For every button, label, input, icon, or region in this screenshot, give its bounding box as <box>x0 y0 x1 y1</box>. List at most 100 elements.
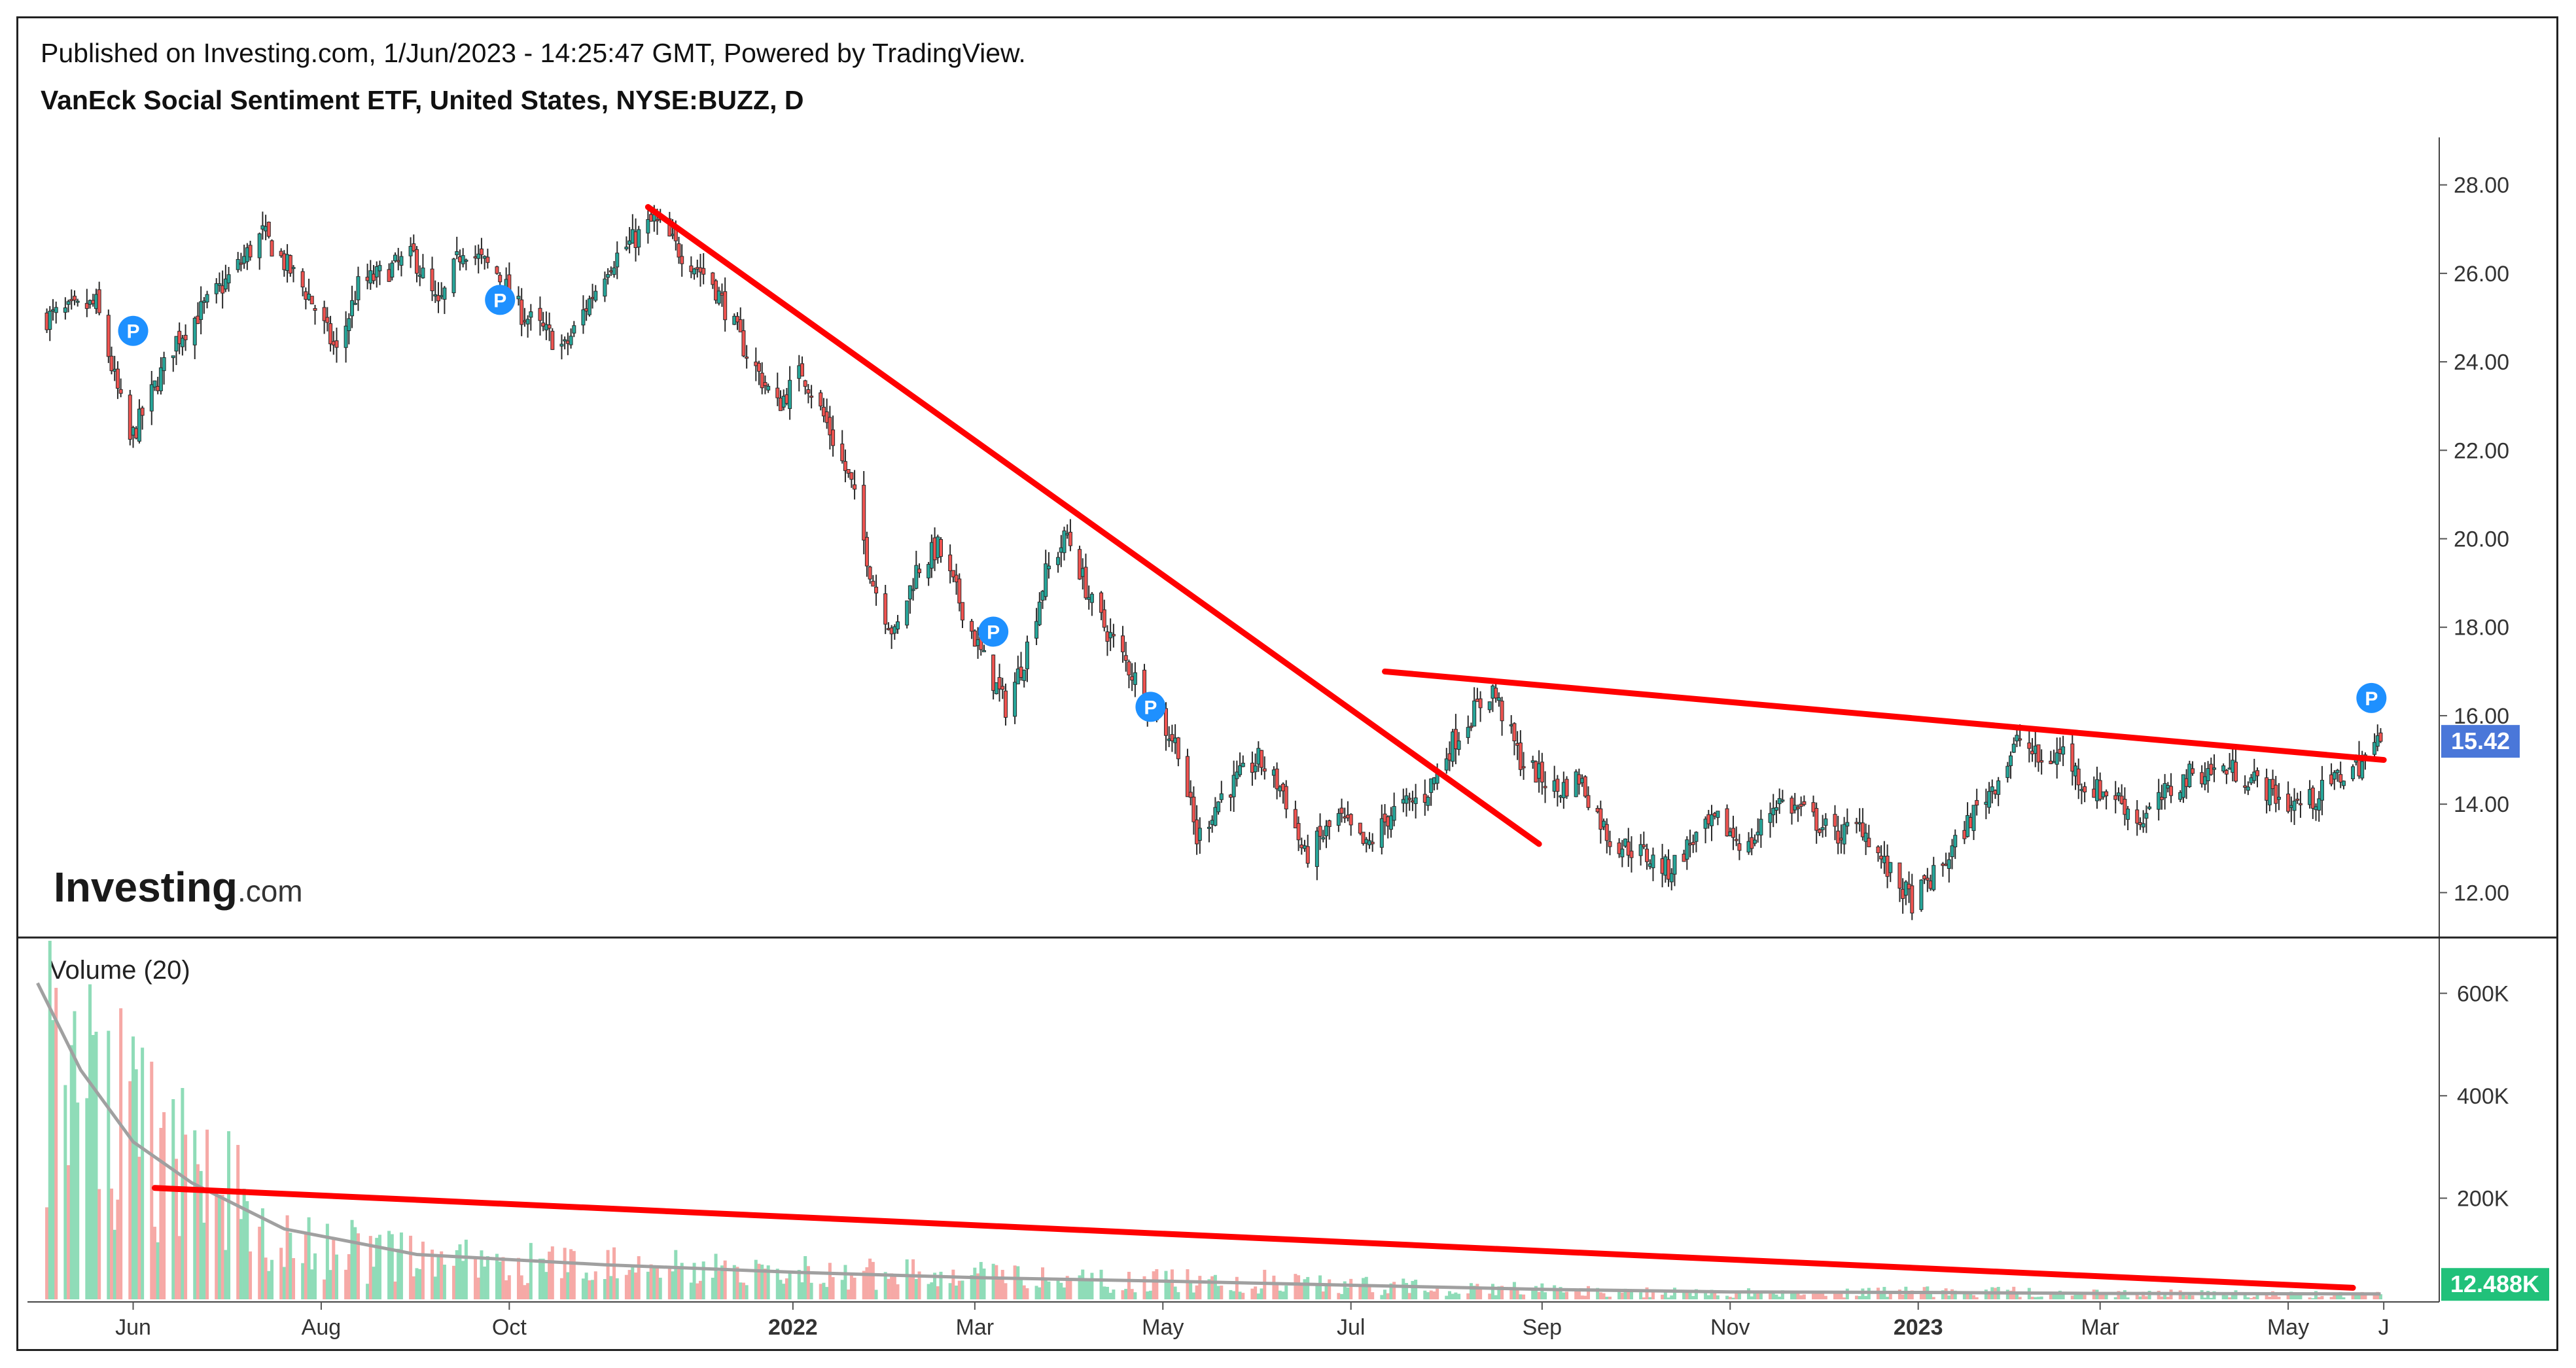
volume-bar <box>1780 1290 1784 1299</box>
event-marker-icon[interactable]: P <box>2356 682 2387 713</box>
volume-bar <box>1769 1293 1773 1299</box>
volume-bar <box>914 1278 918 1299</box>
candle-body <box>128 395 132 440</box>
volume-bar <box>757 1263 761 1299</box>
volume-bar <box>285 1215 289 1299</box>
candle-body <box>97 289 101 313</box>
volume-bar <box>1488 1293 1492 1299</box>
event-marker-icon[interactable]: P <box>118 315 149 346</box>
volume-bar <box>307 1217 311 1299</box>
volume-bar <box>1580 1295 1584 1299</box>
volume-bar <box>2187 1293 2191 1299</box>
candle-body <box>266 221 271 237</box>
candle-body <box>2378 732 2383 742</box>
volume-bar <box>2178 1290 2182 1299</box>
volume-bar <box>2265 1294 2268 1299</box>
volume-bar <box>538 1258 542 1299</box>
candle-body <box>2270 779 2275 789</box>
candle-body <box>1241 762 1245 767</box>
volume-bar <box>609 1276 613 1299</box>
volume-bar <box>1392 1282 1396 1299</box>
candle-body <box>270 240 274 257</box>
volume-bar <box>1022 1285 1026 1299</box>
candle-body <box>149 384 154 412</box>
volume-bar <box>45 1207 49 1299</box>
candle-body <box>2221 765 2226 772</box>
volume-bar <box>1451 1293 1455 1299</box>
volume-bar <box>680 1263 684 1299</box>
time-tick-label: Mar <box>2081 1315 2119 1340</box>
volume-bar <box>504 1280 508 1299</box>
candle-body <box>760 372 764 389</box>
volume-bar <box>177 1236 181 1299</box>
volume-bar <box>1254 1286 1258 1299</box>
volume-bar <box>304 1233 308 1299</box>
volume-bar <box>313 1253 317 1299</box>
volume-bar <box>763 1269 767 1299</box>
volume-bar <box>1013 1265 1017 1299</box>
volume-bar <box>2252 1297 2256 1299</box>
volume-bar <box>184 1134 188 1299</box>
event-marker-icon[interactable]: P <box>1135 692 1166 722</box>
volume-bar <box>88 984 92 1299</box>
candle-body <box>655 219 660 222</box>
candle-body <box>393 254 398 262</box>
volume-bar <box>1469 1283 1473 1299</box>
event-marker-label: P <box>2365 688 2378 710</box>
volume-bar <box>1411 1280 1415 1299</box>
volume-bar <box>48 941 52 1299</box>
candle-body <box>1863 832 1868 842</box>
volume-bar <box>2373 1295 2376 1299</box>
volume-bar <box>152 1227 156 1299</box>
candle-body <box>1314 830 1319 868</box>
candle-body <box>954 574 959 582</box>
candle-body <box>1407 798 1412 800</box>
candle-body <box>1496 697 1501 701</box>
volume-bar <box>1515 1290 1519 1299</box>
candle-body <box>158 367 163 391</box>
candle-body <box>1845 822 1850 827</box>
volume-bar <box>689 1282 693 1299</box>
volume-bar <box>603 1278 607 1299</box>
volume-bar <box>1821 1293 1825 1299</box>
candle-body <box>2147 806 2152 809</box>
candle-body <box>1453 729 1458 750</box>
volume-bar <box>2126 1297 2130 1299</box>
volume-bar <box>205 1129 209 1299</box>
candle-body <box>2055 752 2059 765</box>
volume-bar <box>634 1272 638 1299</box>
candle-body <box>914 565 919 589</box>
candle-body <box>1305 846 1310 864</box>
candle-body <box>1260 750 1264 768</box>
candle-body <box>1456 740 1461 750</box>
candle-body <box>1586 795 1591 808</box>
volume-bar <box>720 1265 724 1299</box>
volume-bar <box>1229 1289 1233 1299</box>
last-volume-value: 12.488K <box>2450 1271 2539 1297</box>
volume-bar <box>735 1267 739 1299</box>
event-marker-icon[interactable]: P <box>978 616 1009 647</box>
volume-bar <box>2317 1297 2321 1299</box>
candle-body <box>140 408 145 416</box>
candle-body <box>412 243 416 251</box>
candle-body <box>54 307 58 313</box>
candle-body <box>430 268 434 292</box>
candle-body <box>1709 814 1714 826</box>
volume-bar <box>896 1284 900 1299</box>
volume-bar <box>973 1267 977 1299</box>
candle-body <box>2246 786 2250 791</box>
event-marker-icon[interactable]: P <box>485 285 516 315</box>
candle-body <box>279 251 283 256</box>
volume-bar <box>1617 1289 1621 1299</box>
volume-bar <box>2277 1297 2281 1299</box>
volume-bar <box>1867 1288 1871 1299</box>
candle-body <box>2373 742 2377 755</box>
candle-body <box>217 283 222 286</box>
volume-bar <box>418 1269 422 1299</box>
volume-bar <box>1457 1293 1461 1299</box>
candle-body <box>1034 621 1039 639</box>
volume-bar <box>1432 1291 1436 1299</box>
candle-body <box>843 461 847 471</box>
volume-bar <box>544 1272 548 1299</box>
candle-body <box>1629 851 1634 858</box>
